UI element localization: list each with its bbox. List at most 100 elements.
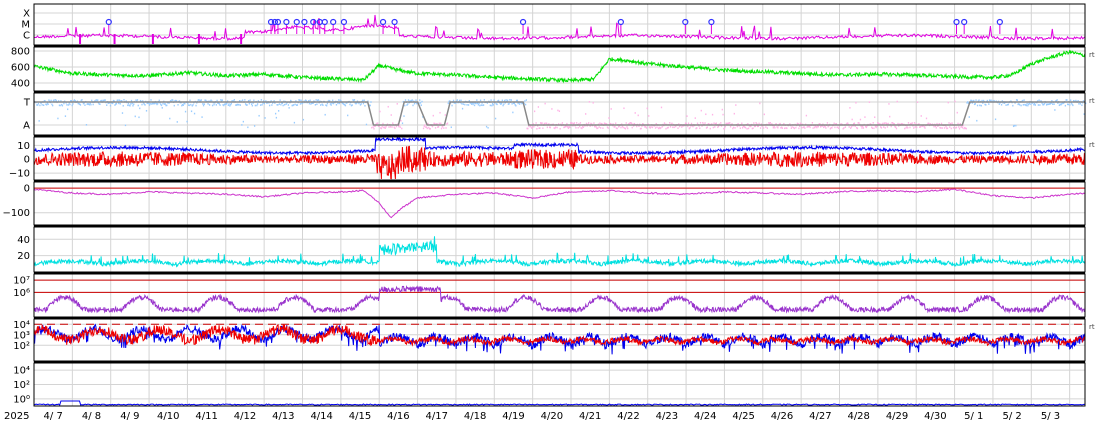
toward-point <box>112 99 115 102</box>
away-point <box>825 127 827 129</box>
away-point <box>692 125 694 128</box>
away-point <box>379 110 381 113</box>
away-point <box>858 122 860 124</box>
toward-point <box>187 104 190 106</box>
toward-point <box>113 100 115 102</box>
away-point <box>838 127 840 130</box>
toward-point <box>176 121 178 123</box>
flare-marker <box>105 18 112 26</box>
away-point <box>637 114 639 117</box>
flare-marker <box>708 18 715 26</box>
toward-point <box>215 104 217 106</box>
toward-point <box>121 112 124 114</box>
away-point <box>925 117 928 120</box>
flare-marker <box>340 18 348 26</box>
away-point <box>688 127 690 130</box>
toward-point <box>99 103 101 106</box>
toward-point <box>988 103 990 105</box>
away-point <box>659 127 661 130</box>
toward-point <box>163 103 166 105</box>
away-point <box>593 122 595 124</box>
flare-marker <box>391 18 398 26</box>
away-point <box>650 126 652 128</box>
toward-point <box>1042 103 1045 106</box>
toward-point <box>1054 109 1056 111</box>
toward-point <box>525 99 528 101</box>
toward-point <box>315 99 317 101</box>
toward-point <box>338 99 340 101</box>
toward-point <box>303 100 305 102</box>
away-point <box>398 124 401 127</box>
away-point <box>817 125 820 128</box>
away-point <box>714 123 717 125</box>
away-point <box>839 123 841 125</box>
toward-point <box>220 100 223 103</box>
away-point <box>435 123 437 125</box>
flare-marker <box>283 18 290 26</box>
away-point <box>759 102 761 105</box>
away-point <box>557 109 559 112</box>
away-point <box>428 126 430 129</box>
toward-point <box>61 104 64 107</box>
away-point <box>833 122 835 125</box>
toward-point <box>1057 102 1059 104</box>
toward-point <box>329 103 332 105</box>
away-point <box>613 126 615 128</box>
toward-point <box>1055 99 1058 102</box>
away-point <box>665 127 667 130</box>
toward-point <box>143 103 145 105</box>
toward-point <box>282 104 284 107</box>
toward-point <box>122 104 124 107</box>
y-tick-label: −10 <box>9 169 30 180</box>
away-point <box>871 127 874 130</box>
away-point <box>624 127 627 130</box>
toward-point <box>518 103 521 105</box>
toward-point <box>46 102 49 104</box>
toward-point <box>171 99 173 101</box>
toward-point <box>90 103 92 106</box>
toward-point <box>1012 104 1014 107</box>
away-point <box>735 104 737 106</box>
toward-point <box>169 100 172 102</box>
toward-point <box>505 99 507 101</box>
away-point <box>892 122 894 124</box>
x-tick-label: 5/ 3 <box>1041 411 1060 422</box>
toward-point <box>172 99 174 102</box>
toward-point <box>39 104 41 107</box>
y-tick-label: T <box>23 98 31 109</box>
toward-point <box>181 103 184 106</box>
toward-point <box>369 104 371 107</box>
x-tick-label: 4/12 <box>234 411 256 422</box>
toward-point <box>413 102 416 105</box>
away-point <box>548 126 551 129</box>
away-point <box>432 114 434 117</box>
x-tick-label: 4/ 7 <box>44 411 63 422</box>
away-point <box>564 126 566 128</box>
x-tick-label: 4/17 <box>426 411 448 422</box>
away-point <box>374 125 377 127</box>
away-point <box>609 122 612 125</box>
toward-point <box>494 117 497 120</box>
away-point <box>933 125 935 128</box>
away-point <box>527 127 529 130</box>
away-point <box>681 126 683 128</box>
toward-point <box>100 100 102 102</box>
away-point <box>847 122 849 125</box>
away-point <box>892 123 895 125</box>
sector-boundary-line <box>34 101 1085 126</box>
toward-point <box>511 103 513 105</box>
toward-point <box>368 104 371 107</box>
away-point <box>796 122 799 125</box>
away-point <box>957 122 959 125</box>
toward-point <box>80 99 82 102</box>
toward-point <box>141 103 143 106</box>
toward-point <box>292 104 294 107</box>
toward-point <box>1007 103 1009 106</box>
away-point <box>766 127 768 129</box>
toward-point <box>362 99 364 102</box>
flare-marker <box>379 18 387 26</box>
away-point <box>609 122 611 125</box>
x-axis-year-label: 2025 <box>4 411 29 422</box>
toward-point <box>1015 99 1018 101</box>
